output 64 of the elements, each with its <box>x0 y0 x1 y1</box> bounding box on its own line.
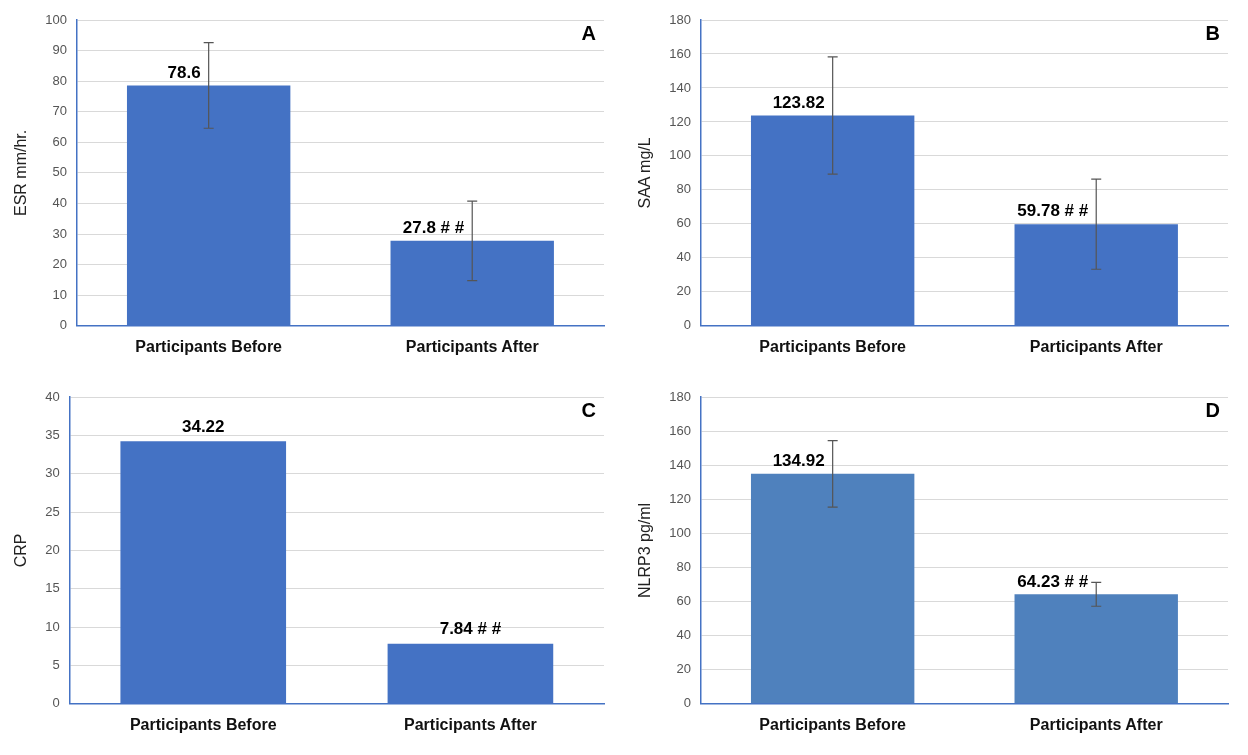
data-label: 123.82 <box>772 92 825 112</box>
y-tick-label: 0 <box>683 695 691 711</box>
y-tick-label: 0 <box>59 317 67 333</box>
y-axis-title: SAA mg/L <box>636 137 654 209</box>
y-tick-label: 40 <box>676 627 691 643</box>
y-tick-label: 160 <box>669 422 691 438</box>
x-tick-label: Participants Before <box>759 337 907 355</box>
y-tick-label: 180 <box>669 388 691 404</box>
y-tick-label: 25 <box>45 503 60 519</box>
y-tick-label: 10 <box>52 286 67 302</box>
y-tick-label: 80 <box>52 72 67 88</box>
data-label: 59.78 # # <box>1017 201 1089 221</box>
y-tick-label: 100 <box>45 11 67 27</box>
y-tick-label: 0 <box>52 695 60 711</box>
y-tick-label: 60 <box>676 593 691 609</box>
y-tick-label: 160 <box>669 45 691 61</box>
y-tick-label: 100 <box>669 147 691 163</box>
y-tick-label: 40 <box>45 388 60 404</box>
data-label: 34.22 <box>181 416 225 436</box>
y-tick-label: 80 <box>676 559 691 575</box>
y-tick-label: 15 <box>45 580 60 596</box>
chart-title: D <box>1205 398 1220 421</box>
data-label: 64.23 # # <box>1017 571 1089 591</box>
y-tick-label: 35 <box>45 426 60 442</box>
chart-title: B <box>1205 21 1220 44</box>
y-axis-title: ESR mm/hr. <box>12 129 30 217</box>
y-axis-title: NLRP3 pg/ml <box>636 502 654 598</box>
x-tick-label: Participants After <box>1029 715 1163 733</box>
y-tick-label: 60 <box>52 133 67 149</box>
y-tick-label: 20 <box>45 541 60 557</box>
x-tick-label: Participants After <box>404 715 537 733</box>
y-tick-label: 70 <box>52 103 67 119</box>
y-tick-label: 40 <box>676 249 691 265</box>
y-tick-label: 60 <box>676 215 691 231</box>
chart-title: A <box>581 21 596 44</box>
data-label: 78.6 <box>167 62 201 82</box>
x-tick-label: Participants Before <box>135 337 283 355</box>
y-tick-label: 40 <box>52 195 67 211</box>
y-tick-label: 140 <box>669 79 691 95</box>
y-tick-label: 90 <box>52 42 67 58</box>
y-tick-label: 120 <box>669 490 691 506</box>
data-label: 27.8 # # <box>402 217 465 237</box>
x-tick-label: Participants Before <box>759 715 907 733</box>
y-tick-label: 5 <box>52 657 60 673</box>
y-axis-title: CRP <box>12 533 30 568</box>
data-label: 7.84 # # <box>439 618 502 638</box>
y-tick-label: 20 <box>676 661 691 677</box>
data-label: 134.92 <box>772 451 825 471</box>
y-tick-label: 120 <box>669 113 691 129</box>
y-tick-label: 10 <box>45 618 60 634</box>
x-tick-label: Participants After <box>1029 337 1163 355</box>
y-tick-label: 50 <box>52 164 67 180</box>
x-tick-label: Participants Before <box>129 715 277 733</box>
y-tick-label: 180 <box>669 11 691 27</box>
y-tick-label: 30 <box>52 225 67 241</box>
y-tick-label: 0 <box>683 317 691 333</box>
y-tick-label: 20 <box>52 256 67 272</box>
chart-title: C <box>581 398 596 421</box>
y-tick-label: 20 <box>676 283 691 299</box>
x-tick-label: Participants After <box>405 337 539 355</box>
y-tick-label: 100 <box>669 524 691 540</box>
y-tick-label: 80 <box>676 181 691 197</box>
y-tick-label: 30 <box>45 465 60 481</box>
y-tick-label: 140 <box>669 456 691 472</box>
